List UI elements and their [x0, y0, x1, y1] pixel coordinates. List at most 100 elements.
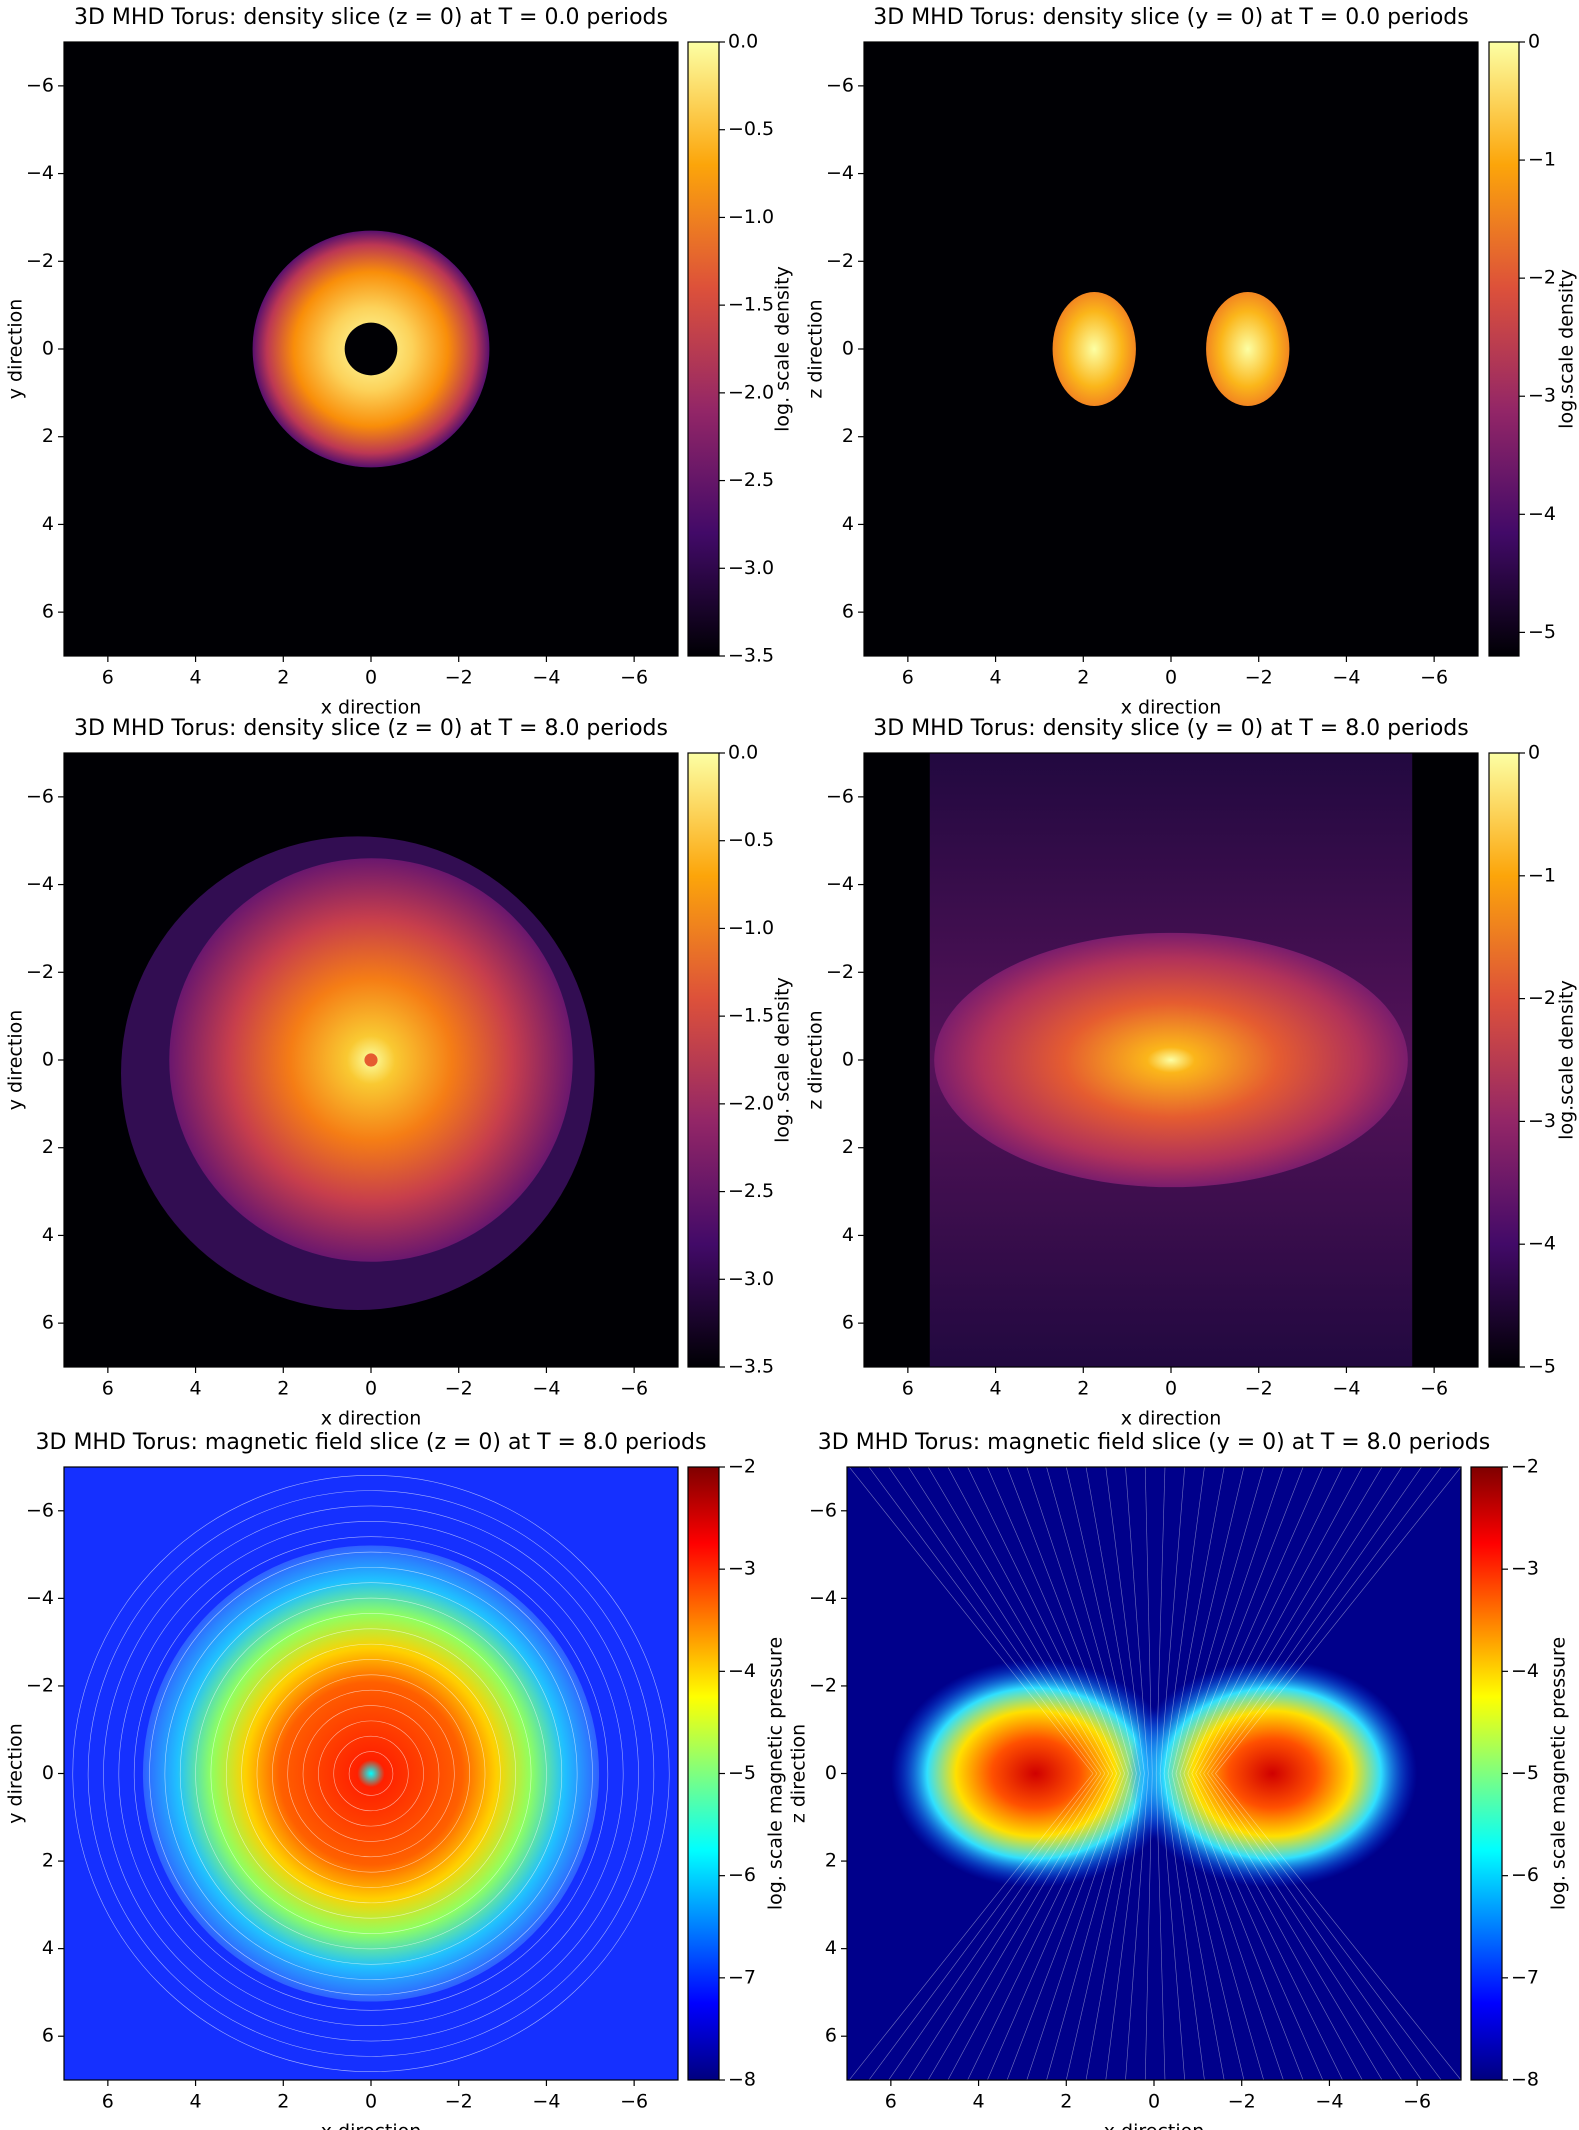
chart-title: 3D MHD Torus: density slice (z = 0) at T… — [74, 716, 668, 741]
x-tick-label: −6 — [620, 1378, 648, 1400]
stream-line — [1163, 1773, 1205, 2080]
y-tick-label: −4 — [826, 162, 854, 184]
stream-line — [287, 1689, 455, 1858]
stream-line — [348, 1751, 394, 1796]
heatmap-background — [864, 42, 1478, 656]
x-tick-label: 2 — [1060, 2091, 1072, 2113]
chart-title: 3D MHD Torus: magnetic field slice (z = … — [36, 1430, 707, 1455]
colorbar-tick-label: −1.5 — [728, 294, 774, 316]
colorbar-tick-label: −1 — [1528, 149, 1556, 171]
chart-title: 3D MHD Torus: density slice (y = 0) at T… — [873, 5, 1468, 30]
y-tick-label: −2 — [826, 961, 854, 983]
stream-line — [1215, 1467, 1461, 1774]
x-tick-label: 6 — [102, 1378, 114, 1400]
stream-line — [908, 1467, 1106, 1774]
y-tick-label: −2 — [26, 961, 54, 983]
heatmap-panel — [864, 753, 1478, 1367]
stream-line — [1195, 1773, 1363, 2080]
x-tick-label: −2 — [445, 667, 473, 689]
colorbar-tick-label: −8 — [1511, 2069, 1539, 2091]
colorbar-tick-label: −5 — [1528, 621, 1556, 643]
stream-line — [1187, 1773, 1324, 2080]
stream-line — [1065, 1467, 1137, 1774]
y-tick-label: −4 — [809, 1587, 837, 1609]
x-tick-label: 2 — [277, 2091, 289, 2113]
stream-line — [87, 1490, 655, 2057]
colorbar — [1488, 41, 1520, 657]
y-tick-label: 0 — [42, 338, 54, 360]
x-tick-label: 2 — [1077, 1378, 1089, 1400]
x-tick-label: −4 — [1332, 1378, 1360, 1400]
y-axis-label: y direction — [5, 1723, 27, 1824]
colorbar-tick-label: −2 — [1528, 987, 1556, 1009]
x-tick-label: 6 — [885, 2091, 897, 2113]
stream-line — [1183, 1467, 1304, 1774]
y-axis-label: z direction — [805, 1010, 827, 1109]
stream-line — [967, 1467, 1117, 1774]
y-axis-label: y direction — [5, 299, 27, 400]
y-tick-label: 4 — [42, 1224, 54, 1246]
colorbar-tick-label: −0.5 — [728, 118, 774, 140]
stream-line — [1183, 1773, 1304, 2080]
y-tick-label: 4 — [42, 1937, 54, 1959]
stream-line — [888, 1467, 1102, 1774]
stream-line — [1163, 1467, 1205, 1774]
colorbar-tick-label: −4 — [1528, 1233, 1556, 1255]
chart-title: 3D MHD Torus: density slice (y = 0) at T… — [873, 716, 1468, 741]
colorbar-tick-label: −2.5 — [728, 1180, 774, 1202]
x-tick-label: −2 — [445, 1378, 473, 1400]
y-tick-label: −4 — [26, 162, 54, 184]
stream-line — [210, 1613, 532, 1934]
x-tick-label: −4 — [1315, 2091, 1343, 2113]
colorbar-tick-label: 0 — [1528, 742, 1540, 764]
stream-line — [225, 1628, 517, 1919]
stream-line — [318, 1720, 424, 1827]
colorbar-tick-label: −7 — [728, 1966, 756, 1988]
y-tick-label: −4 — [26, 1587, 54, 1609]
colorbar-tick-label: 0 — [1528, 31, 1540, 53]
torus-hole — [344, 322, 398, 376]
y-tick-label: −6 — [826, 74, 854, 96]
colorbar-tick-label: −3.0 — [728, 557, 774, 579]
y-tick-label: 6 — [842, 1312, 854, 1334]
stream-line — [241, 1643, 501, 1904]
colorbar-tick-label: −2 — [1528, 267, 1556, 289]
colorbar-tick-label: −3.0 — [728, 1268, 774, 1290]
y-tick-label: 4 — [842, 513, 854, 535]
y-tick-label: 2 — [42, 1136, 54, 1158]
colorbar-tick-label: −6 — [1511, 1864, 1539, 1886]
x-tick-label: 0 — [365, 2091, 377, 2113]
colorbar-tick-label: −3.5 — [728, 645, 774, 667]
stream-line — [1195, 1467, 1363, 1774]
y-tick-label: 6 — [42, 2025, 54, 2047]
y-tick-label: −6 — [26, 785, 54, 807]
y-axis-label: z direction — [805, 299, 827, 398]
stream-line — [1085, 1773, 1141, 2080]
y-tick-label: 0 — [42, 1762, 54, 1784]
stream-line — [1171, 1467, 1245, 1774]
torus-section — [1206, 291, 1290, 407]
stream-line — [908, 1773, 1106, 2080]
stream-line — [1215, 1773, 1461, 2080]
x-tick-label: 2 — [277, 1378, 289, 1400]
stream-line — [103, 1505, 639, 2042]
colorbar-tick-label: −5 — [728, 1762, 756, 1784]
x-tick-label: −4 — [532, 2091, 560, 2113]
stream-line — [1199, 1773, 1383, 2080]
stream-line — [868, 1467, 1098, 1774]
stream-line — [1211, 1467, 1442, 1774]
colorbar-tick-label: −3 — [1511, 1558, 1539, 1580]
stream-line — [195, 1597, 547, 1950]
colorbar-label: log. scale magnetic pressure — [1548, 1637, 1570, 1910]
y-tick-label: −4 — [26, 873, 54, 895]
colorbar-tick-label: 0.0 — [728, 742, 758, 764]
colorbar-label: log. scale magnetic pressure — [765, 1637, 787, 1910]
colorbar-tick-label: −4 — [728, 1660, 756, 1682]
x-tick-label: 4 — [190, 1378, 202, 1400]
field-disc — [142, 1545, 600, 2002]
stream-line — [1065, 1773, 1137, 2080]
colorbar — [1488, 752, 1520, 1368]
colorbar-tick-label: −2.0 — [728, 1092, 774, 1114]
stream-line — [1191, 1467, 1343, 1774]
y-tick-label: −6 — [809, 1499, 837, 1521]
